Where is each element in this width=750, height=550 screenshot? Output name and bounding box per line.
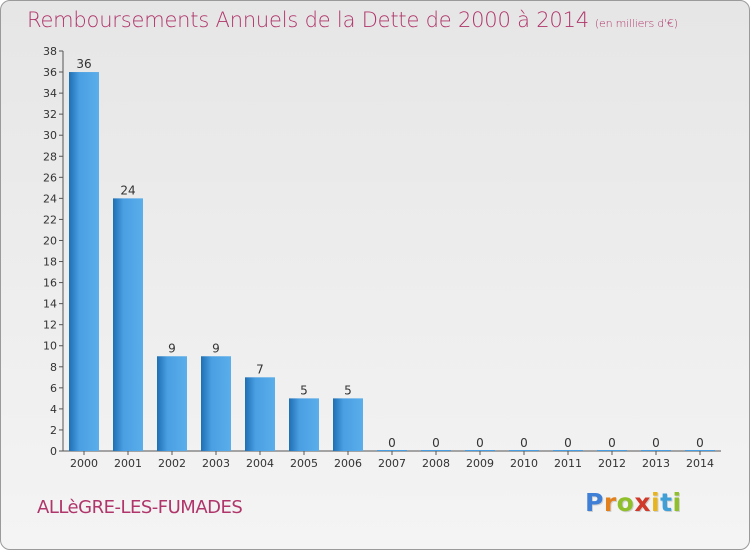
logo-letter: o (616, 488, 635, 517)
x-tick-label: 2010 (510, 457, 538, 470)
y-tick-label: 0 (50, 445, 57, 458)
y-tick-label: 32 (43, 108, 57, 121)
logo-letter: i (672, 488, 682, 517)
logo-letter: t (660, 488, 673, 517)
x-tick-label: 2008 (422, 457, 450, 470)
logo-letter: i (651, 488, 661, 517)
y-tick-label: 24 (43, 192, 57, 205)
x-tick-label: 2011 (554, 457, 582, 470)
bar (333, 398, 363, 451)
bar-value-label: 36 (76, 57, 91, 71)
y-tick-label: 4 (50, 403, 57, 416)
chart-title: Remboursements Annuels de la Dette de 20… (27, 8, 678, 32)
x-tick-label: 2007 (378, 457, 406, 470)
x-tick-label: 2009 (466, 457, 494, 470)
bar (245, 377, 275, 451)
y-tick-label: 18 (43, 256, 57, 269)
bar-value-label: 24 (120, 183, 135, 197)
bar-value-label: 0 (388, 436, 396, 450)
logo-letter: P (585, 488, 604, 517)
x-tick-label: 2005 (290, 457, 318, 470)
bar-value-label: 9 (212, 341, 220, 355)
bar (201, 356, 231, 451)
x-tick-label: 2000 (70, 457, 98, 470)
y-tick-label: 14 (43, 298, 57, 311)
x-tick-label: 2013 (642, 457, 670, 470)
y-tick-label: 34 (43, 87, 57, 100)
y-tick-label: 30 (43, 129, 57, 142)
x-tick-label: 2004 (246, 457, 274, 470)
x-tick-label: 2006 (334, 457, 362, 470)
bar-value-label: 0 (432, 436, 440, 450)
unit-label: (en milliers d'€) (594, 17, 678, 30)
bar-value-label: 0 (476, 436, 484, 450)
y-tick-label: 36 (43, 66, 57, 79)
y-tick-label: 6 (50, 382, 57, 395)
y-tick-label: 28 (43, 150, 57, 163)
y-tick-label: 38 (43, 45, 57, 58)
y-tick-label: 10 (43, 340, 57, 353)
bar (113, 198, 143, 451)
bar-value-label: 0 (652, 436, 660, 450)
x-tick-label: 2002 (158, 457, 186, 470)
y-tick-label: 16 (43, 277, 57, 290)
y-tick-label: 8 (50, 361, 57, 374)
commune-name: ALLèGRE-LES-FUMADES (37, 497, 243, 518)
x-tick-label: 2012 (598, 457, 626, 470)
bar-value-label: 0 (520, 436, 528, 450)
y-tick-label: 20 (43, 234, 57, 247)
x-tick-label: 2003 (202, 457, 230, 470)
x-tick-label: 2014 (686, 457, 714, 470)
x-tick-label: 2001 (114, 457, 142, 470)
bar-value-label: 0 (564, 436, 572, 450)
title-text: Remboursements Annuels de la Dette de 20… (27, 8, 589, 32)
bar-value-label: 5 (344, 383, 352, 397)
bar-value-label: 7 (256, 362, 264, 376)
bar (289, 398, 319, 451)
y-tick-label: 2 (50, 424, 57, 437)
proxiti-logo: Proxiti (585, 488, 682, 517)
y-tick-label: 22 (43, 213, 57, 226)
bar-value-label: 9 (168, 341, 176, 355)
bar-value-label: 0 (696, 436, 704, 450)
bar (157, 356, 187, 451)
logo-letter: r (603, 488, 617, 517)
bar (69, 72, 99, 451)
bar-value-label: 0 (608, 436, 616, 450)
y-tick-label: 26 (43, 171, 57, 184)
logo-letter: x (634, 488, 651, 517)
y-tick-label: 12 (43, 319, 57, 332)
bar-value-label: 5 (300, 383, 308, 397)
